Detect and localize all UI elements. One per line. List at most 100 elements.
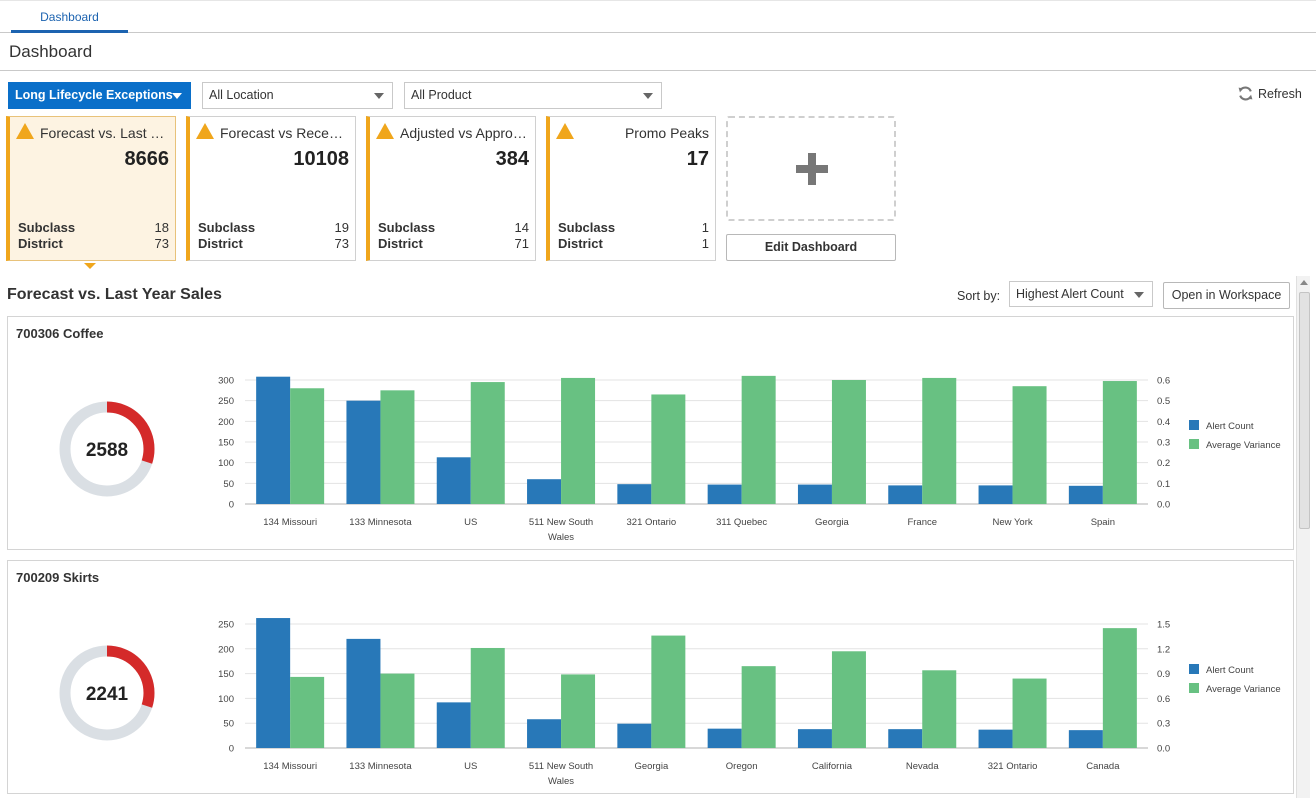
warning-icon [196, 123, 214, 139]
combo-chart-coffee: 2588 300 250 200 150 100 50 0 0.6 0.5 0.4 0.3 0.2 0.1… [59, 375, 1281, 543]
card-row-subclass: Subclass 14 [378, 220, 529, 235]
bar-alert-count[interactable] [527, 479, 562, 504]
x-tick-label: Georgia [634, 761, 669, 772]
sort-by-select[interactable]: Highest Alert Count [1009, 281, 1153, 307]
legend-swatch [1189, 439, 1199, 449]
bar-average-variance[interactable] [741, 375, 776, 504]
open-in-workspace-button[interactable]: Open in Workspace [1163, 282, 1290, 309]
vertical-scrollbar[interactable] [1296, 276, 1310, 798]
y-right-tick-label: 0.9 [1157, 669, 1170, 680]
location-value: All Location [209, 88, 274, 102]
bar-average-variance[interactable] [651, 394, 686, 504]
bar-alert-count[interactable] [436, 457, 471, 504]
bar-average-variance[interactable] [561, 377, 596, 504]
bar-alert-count[interactable] [797, 729, 832, 748]
x-tick-label: California [812, 761, 853, 772]
y-left-tick-label: 200 [218, 417, 234, 428]
bar-average-variance[interactable] [380, 673, 415, 748]
card-value: 17 [686, 148, 709, 170]
bar-average-variance[interactable] [1102, 381, 1137, 504]
bar-alert-count[interactable] [436, 702, 471, 748]
bar-average-variance[interactable] [922, 670, 957, 748]
bar-average-variance[interactable] [651, 635, 686, 748]
bar-alert-count[interactable] [346, 400, 381, 504]
location-select[interactable]: All Location [202, 82, 393, 109]
bar-average-variance[interactable] [290, 676, 325, 748]
bar-average-variance[interactable] [380, 390, 415, 504]
x-tick-label: Oregon [726, 761, 758, 772]
card-row-value: 14 [514, 220, 529, 235]
legend-label: Average Variance [1206, 440, 1281, 451]
legend-label: Alert Count [1206, 665, 1254, 676]
bar-average-variance[interactable] [470, 382, 505, 504]
card-row-value: 1 [701, 236, 709, 251]
add-tile-button[interactable] [726, 116, 896, 221]
y-left-tick-label: 0 [229, 744, 234, 755]
chart-panel-skirts: 700209 Skirts 2241 250 200 150 100 50 0 1.5 1.2 0… [7, 560, 1294, 794]
card-title: Forecast vs Recent Sales [220, 125, 349, 141]
bar-alert-count[interactable] [978, 485, 1013, 504]
y-left-tick-label: 0 [229, 500, 234, 511]
card-row-district: District 71 [378, 236, 529, 251]
x-tick-label: 134 Missouri [263, 517, 317, 528]
card-value: 8666 [124, 148, 170, 170]
refresh-button[interactable]: Refresh [1237, 85, 1302, 102]
card-row-subclass: Subclass 1 [558, 220, 709, 235]
y-left-tick-label: 150 [218, 669, 234, 680]
y-right-tick-label: 0.4 [1157, 417, 1170, 428]
x-tick-label: 133 Minnesota [349, 761, 412, 772]
bar-alert-count[interactable] [617, 484, 652, 504]
alert-card-adjusted-vs-approved[interactable]: Adjusted vs Approved Forecast 384 Subcla… [366, 116, 536, 261]
bar-average-variance[interactable] [1012, 678, 1047, 748]
chart-panel-coffee: 700306 Coffee 2588 300 250 200 150 100 50 0 0.6 0… [7, 316, 1294, 550]
y-right-tick-label: 1.2 [1157, 644, 1170, 655]
bar-alert-count[interactable] [1068, 730, 1103, 748]
x-tick-label: New York [992, 517, 1032, 528]
bar-alert-count[interactable] [888, 729, 923, 748]
product-select[interactable]: All Product [404, 82, 662, 109]
bar-alert-count[interactable] [346, 638, 381, 748]
bar-average-variance[interactable] [1012, 386, 1047, 504]
card-row-label: Subclass [378, 220, 436, 235]
y-right-tick-label: 0.3 [1157, 719, 1170, 730]
card-value: 384 [495, 148, 529, 170]
scrollbar-thumb[interactable] [1299, 292, 1310, 529]
chevron-down-icon [1134, 292, 1144, 298]
card-row-label: Subclass [18, 220, 76, 235]
x-tick-label: France [907, 517, 937, 528]
bar-alert-count[interactable] [256, 376, 291, 504]
edit-dashboard-button[interactable]: Edit Dashboard [726, 234, 896, 261]
bar-average-variance[interactable] [831, 380, 866, 504]
x-tick-label: 511 New South [529, 761, 593, 772]
bar-alert-count[interactable] [978, 729, 1013, 748]
alert-card-forecast-vs-recent[interactable]: Forecast vs Recent Sales 10108 Subclass … [186, 116, 356, 261]
bar-alert-count[interactable] [707, 728, 742, 748]
bar-alert-count[interactable] [527, 719, 562, 748]
x-tick-label: US [464, 761, 477, 772]
bar-average-variance[interactable] [561, 674, 596, 748]
bar-average-variance[interactable] [290, 388, 325, 504]
bar-alert-count[interactable] [617, 723, 652, 748]
bar-alert-count[interactable] [256, 618, 291, 748]
card-row-value: 73 [154, 236, 169, 251]
bar-alert-count[interactable] [888, 485, 923, 504]
exception-type-select[interactable]: Long Lifecycle Exceptions [8, 82, 191, 109]
card-row-district: District 1 [558, 236, 709, 251]
bar-alert-count[interactable] [707, 484, 742, 504]
alert-card-forecast-vs-last-year[interactable]: Forecast vs. Last Year Sales 8666 Subcla… [6, 116, 176, 261]
card-row-label: District [18, 236, 63, 251]
tab-dashboard[interactable]: Dashboard [11, 1, 128, 33]
donut-alert-arc [59, 645, 155, 741]
bar-average-variance[interactable] [831, 651, 866, 748]
alert-card-promo-peaks[interactable]: Promo Peaks 17 Subclass 1 District 1 [546, 116, 716, 261]
bar-average-variance[interactable] [470, 647, 505, 748]
bar-average-variance[interactable] [741, 666, 776, 748]
bar-alert-count[interactable] [797, 484, 832, 504]
y-left-tick-label: 250 [218, 620, 234, 631]
page-title: Dashboard [9, 42, 93, 61]
bar-alert-count[interactable] [1068, 485, 1103, 504]
bar-average-variance[interactable] [922, 377, 957, 504]
sort-by-value: Highest Alert Count [1016, 287, 1124, 301]
bar-average-variance[interactable] [1102, 628, 1137, 748]
sort-by-label: Sort by: [957, 289, 1001, 303]
